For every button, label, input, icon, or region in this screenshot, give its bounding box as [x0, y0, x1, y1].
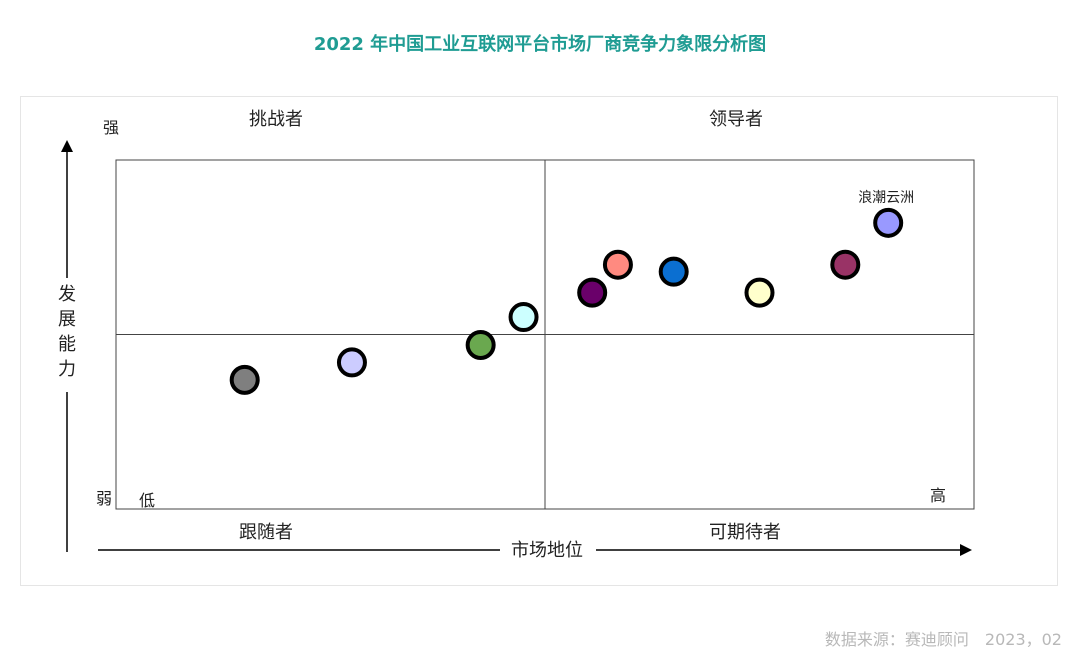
quadrant-label-follower: 跟随者 — [239, 522, 293, 543]
data-source: 数据来源：赛迪顾问 2023，02 — [824, 630, 1062, 649]
y-axis-label: 发展能力 — [58, 284, 76, 380]
data-point-5 — [577, 277, 608, 308]
data-point-10 — [873, 207, 904, 238]
data-point-8 — [744, 277, 775, 308]
x-axis-label: 市场地位 — [511, 540, 583, 561]
data-point-7 — [658, 256, 689, 287]
x-low-label: 低 — [139, 491, 155, 510]
data-point-2 — [336, 347, 367, 378]
quadrant-label-leader: 领导者 — [709, 109, 763, 130]
quadrant-label-promising: 可期待者 — [709, 522, 781, 543]
chart-title: 2022 年中国工业互联网平台市场厂商竞争力象限分析图 — [313, 34, 767, 55]
y-low-label: 弱 — [96, 489, 112, 508]
data-point-6 — [602, 249, 633, 280]
quadrant-label-challenger: 挑战者 — [249, 109, 303, 130]
y-high-label: 强 — [103, 118, 119, 137]
data-label-10: 浪潮云洲 — [858, 190, 914, 206]
data-point-1 — [229, 364, 260, 395]
chart-frame — [20, 96, 1058, 586]
data-point-4 — [508, 302, 539, 333]
x-high-label: 高 — [930, 486, 946, 505]
data-point-9 — [830, 249, 861, 280]
data-point-3 — [465, 329, 496, 360]
